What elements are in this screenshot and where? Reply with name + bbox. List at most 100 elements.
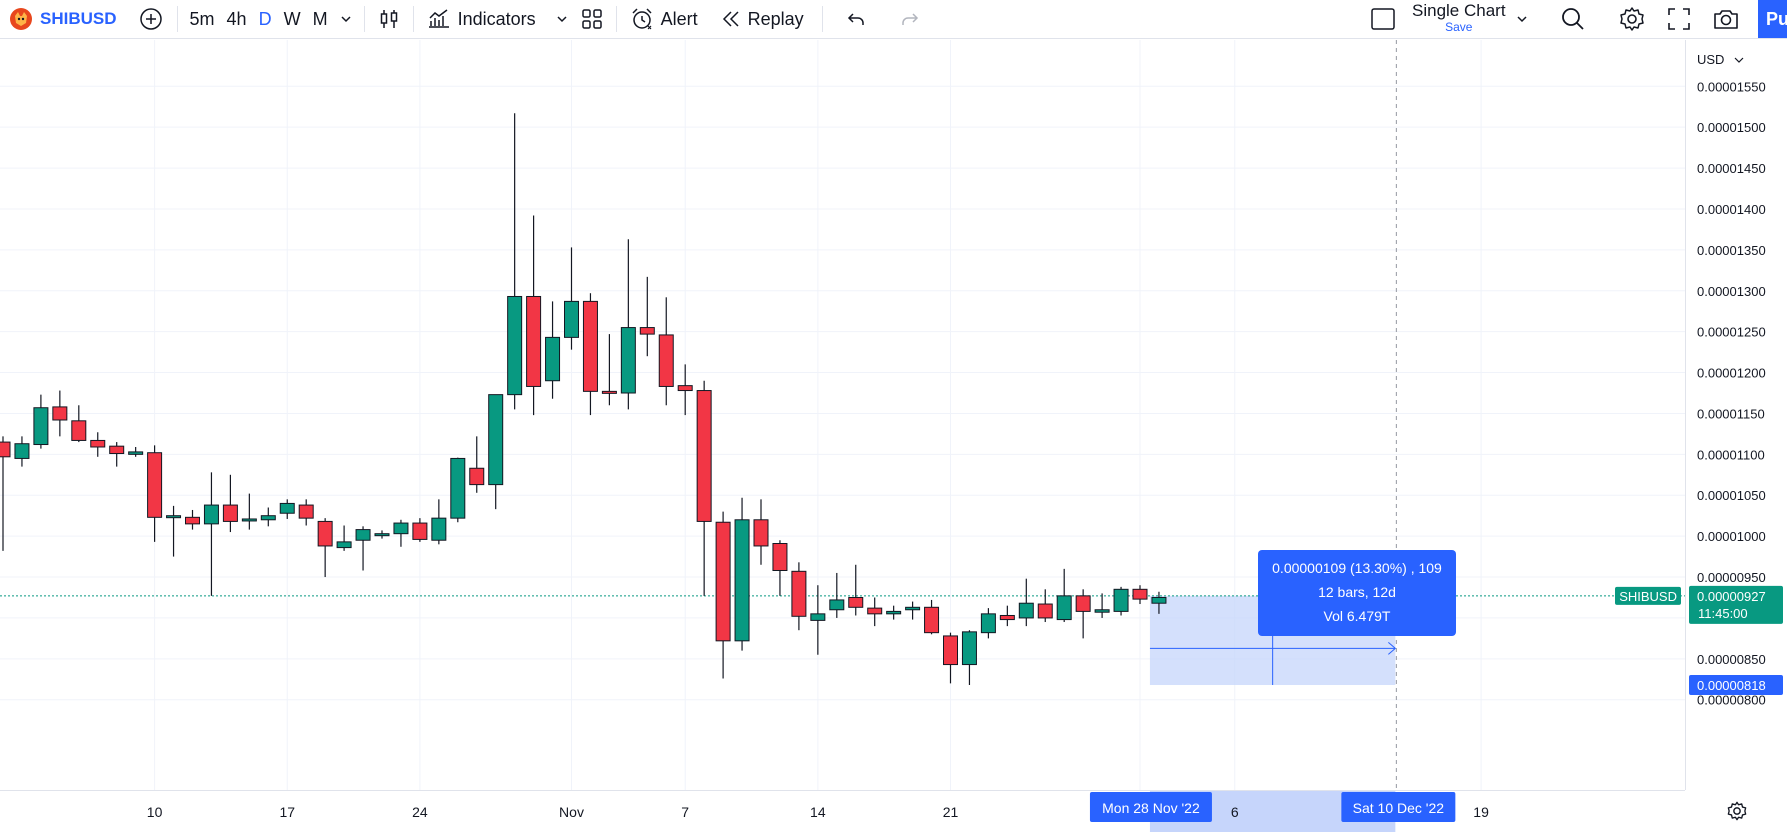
layout-chevron-down-icon[interactable] xyxy=(1516,13,1528,25)
redo-button[interactable] xyxy=(893,0,927,38)
fullscreen-button[interactable] xyxy=(1666,6,1692,37)
candle-body xyxy=(166,515,182,519)
indicators-templates-chevron-down-icon[interactable] xyxy=(550,0,574,38)
currency-selector[interactable]: USD xyxy=(1697,52,1744,67)
candle xyxy=(1037,589,1053,623)
candle xyxy=(734,497,750,651)
snapshot-button[interactable] xyxy=(1712,6,1740,37)
candle xyxy=(620,239,636,410)
time-tick-label: 21 xyxy=(943,804,959,820)
candle xyxy=(791,562,807,631)
candle-body xyxy=(507,295,523,396)
interval-4h-button[interactable]: 4h xyxy=(226,8,247,29)
time-tick-label: Nov xyxy=(559,804,584,820)
candle xyxy=(90,432,106,457)
time-tick-label: 10 xyxy=(147,804,163,820)
interval-dropdown-chevron-down-icon[interactable] xyxy=(334,13,358,25)
publish-button[interactable]: Pu xyxy=(1758,0,1787,38)
price-tick-label: 0.00001250 xyxy=(1697,325,1766,340)
candle xyxy=(943,632,958,684)
candle-body xyxy=(185,516,200,525)
time-tick-label: 14 xyxy=(810,804,826,820)
candle-body xyxy=(526,295,542,387)
candle-body xyxy=(961,631,977,666)
compare-add-button[interactable] xyxy=(139,0,163,38)
candle xyxy=(0,436,11,551)
replay-button[interactable]: Replay xyxy=(714,0,810,38)
candle xyxy=(507,113,523,410)
interval-5m-button[interactable]: 5m xyxy=(189,8,215,29)
candle-body xyxy=(620,327,636,394)
candle xyxy=(848,564,864,616)
candle xyxy=(412,518,428,542)
candle-body xyxy=(374,533,390,537)
price-tick-label: 0.00000950 xyxy=(1697,570,1766,585)
candle xyxy=(905,601,921,620)
time-tick-label: 17 xyxy=(279,804,295,820)
candle-body xyxy=(999,614,1015,621)
candle-body xyxy=(696,390,712,522)
candle-body xyxy=(867,607,883,615)
gear-icon xyxy=(1726,800,1748,822)
symbol-label: SHIBUSD xyxy=(40,9,117,28)
interval-m-button[interactable]: M xyxy=(312,8,328,29)
save-button[interactable]: Save xyxy=(1445,20,1473,34)
interval-d-button[interactable]: D xyxy=(258,8,272,29)
undo-button[interactable] xyxy=(839,0,873,38)
candle xyxy=(33,394,49,449)
candle-body xyxy=(829,599,845,611)
candle-body xyxy=(260,515,276,521)
grid-icon xyxy=(580,7,604,31)
price-scale[interactable]: USD 0.000008000.000008500.000009500.0000… xyxy=(1685,40,1787,790)
plus-circle-icon xyxy=(139,7,163,31)
indicators-button[interactable]: Indicators xyxy=(420,0,542,38)
alert-button[interactable]: Alert xyxy=(623,0,704,38)
candle-body xyxy=(393,522,409,535)
chart-settings-button[interactable] xyxy=(1686,791,1787,831)
chart-type-button[interactable] xyxy=(371,0,407,38)
candle-body xyxy=(791,570,807,617)
time-scale[interactable]: 101724Nov71421ec619 Mon 28 Nov '22 Sat 1… xyxy=(0,790,1685,832)
candle-body xyxy=(298,504,314,519)
candle-body xyxy=(431,517,447,541)
candle-body xyxy=(772,543,788,571)
measure-end-date-tag: Sat 10 Dec '22 xyxy=(1341,792,1456,822)
candle xyxy=(829,572,845,618)
candle-body xyxy=(279,502,295,514)
candle-body xyxy=(601,390,617,394)
candle-body xyxy=(658,334,674,387)
price-tick-label: 0.00001450 xyxy=(1697,161,1766,176)
layout-selector-button[interactable]: Single Chart Save xyxy=(1370,0,1528,38)
candle xyxy=(166,505,182,557)
layouts-grid-button[interactable] xyxy=(574,0,610,38)
candle-body xyxy=(1018,602,1034,619)
candle xyxy=(488,394,504,510)
candle xyxy=(1094,593,1110,618)
price-tick-label: 0.00001050 xyxy=(1697,488,1766,503)
settings-button[interactable] xyxy=(1618,5,1646,38)
candle-body xyxy=(943,635,958,666)
candle-body xyxy=(128,451,144,455)
camera-icon xyxy=(1712,6,1740,32)
candle xyxy=(601,334,617,406)
candle xyxy=(715,511,731,679)
measure-tooltip: 0.00000109 (13.30%) , 109 12 bars, 12d V… xyxy=(1258,550,1456,636)
candle xyxy=(753,499,769,565)
candle xyxy=(109,442,125,467)
candle xyxy=(1113,586,1129,616)
price-tick-labels: 0.00000800 0.00000850 0.00000950 0.00001000… xyxy=(1697,79,1766,707)
symbol-search-button[interactable]: SHIBUSD xyxy=(0,0,117,38)
price-tick-label: 0.00001300 xyxy=(1697,284,1766,299)
indicators-chart-icon xyxy=(426,7,452,31)
measure-price-change: 0.00000109 (13.30%) , 109 xyxy=(1272,560,1442,576)
candle-body xyxy=(336,541,352,549)
measure-start-date: Mon 28 Nov '22 xyxy=(1102,800,1200,816)
measure-start-date-tag: Mon 28 Nov '22 xyxy=(1089,792,1212,822)
search-button[interactable] xyxy=(1560,6,1586,37)
candle xyxy=(374,530,390,539)
candle xyxy=(260,507,276,527)
candle-body xyxy=(582,300,598,392)
chart-pane[interactable]: SHIBUSD xyxy=(0,40,1685,790)
candle xyxy=(639,276,655,357)
interval-w-button[interactable]: W xyxy=(283,8,301,29)
